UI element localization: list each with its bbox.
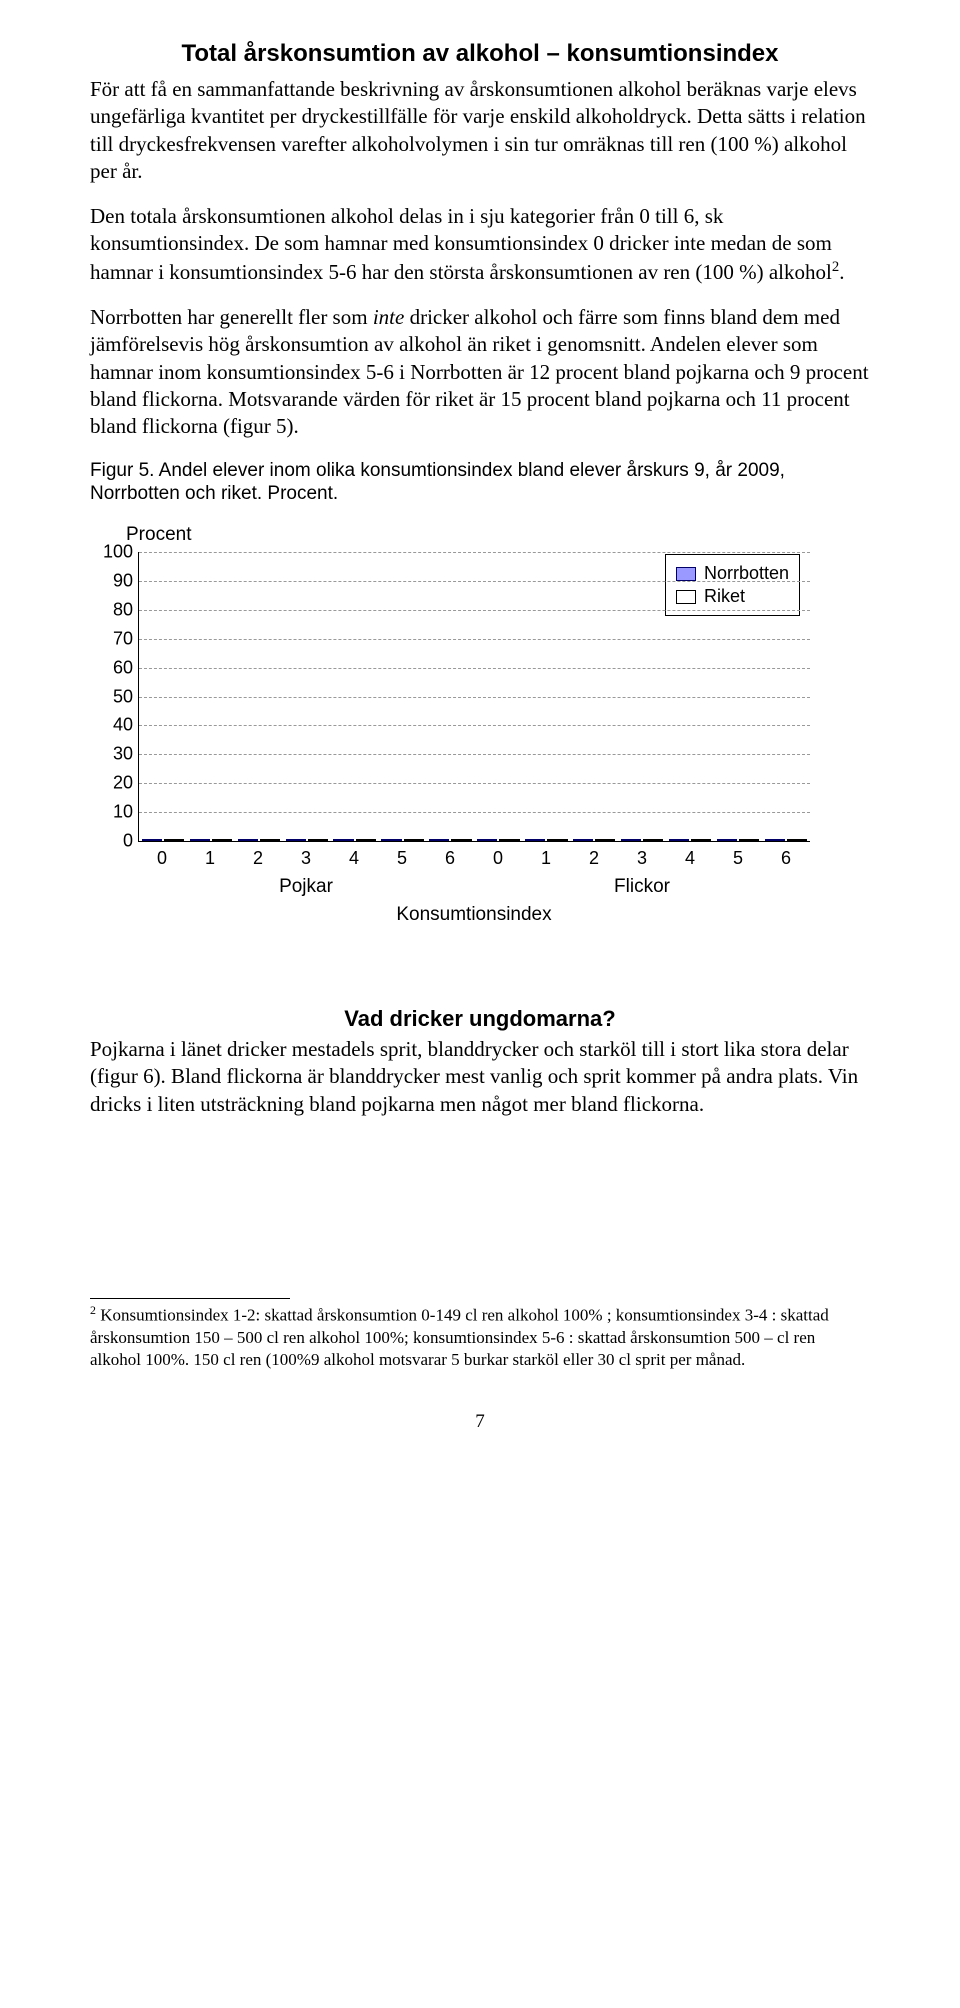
bar-norrbotten: [765, 839, 785, 841]
gridline: [139, 639, 810, 640]
bar-riket: [308, 839, 328, 841]
ytick-label: 100: [93, 542, 139, 563]
figure-caption: Figur 5. Andel elever inom olika konsumt…: [90, 459, 870, 507]
gridline: [139, 754, 810, 755]
xtick-label: 4: [330, 844, 378, 872]
bar-norrbotten: [717, 839, 737, 841]
bar-group: [522, 839, 570, 841]
cat-label-flickor: Flickor: [614, 876, 670, 898]
ytick-label: 70: [93, 628, 139, 649]
bar-norrbotten: [525, 839, 545, 841]
ytick-label: 90: [93, 570, 139, 591]
paragraph-2: Den totala årskonsumtionen alkohol delas…: [90, 203, 870, 286]
xtick-label: 3: [618, 844, 666, 872]
bar-group: [235, 839, 283, 841]
chart-category-labels: Pojkar Flickor: [138, 876, 810, 904]
gridline: [139, 581, 810, 582]
xtick-label: 2: [570, 844, 618, 872]
ytick-label: 60: [93, 657, 139, 678]
ytick-label: 10: [93, 802, 139, 823]
bar-riket: [691, 839, 711, 841]
xtick-label: 5: [378, 844, 426, 872]
bar-group: [139, 839, 187, 841]
bar-group: [187, 839, 235, 841]
bar-group: [283, 839, 331, 841]
bar-group: [331, 839, 379, 841]
bar-norrbotten: [286, 839, 306, 841]
bar-riket: [643, 839, 663, 841]
page-title: Total årskonsumtion av alkohol – konsumt…: [90, 40, 870, 68]
page-number: 7: [90, 1411, 870, 1433]
ytick-label: 50: [93, 686, 139, 707]
subheading: Vad dricker ungdomarna?: [90, 1006, 870, 1032]
bar-group: [379, 839, 427, 841]
bar-norrbotten: [477, 839, 497, 841]
gridline: [139, 783, 810, 784]
ytick-label: 30: [93, 744, 139, 765]
paragraph-1: För att få en sammanfattande beskrivning…: [90, 76, 870, 185]
bar-group: [474, 839, 522, 841]
xtick-label: 1: [186, 844, 234, 872]
paragraph-3a: Norrbotten har generellt fler som: [90, 305, 373, 329]
xtick-label: 6: [762, 844, 810, 872]
cat-label-pojkar: Pojkar: [279, 876, 333, 898]
bar-norrbotten: [573, 839, 593, 841]
xtick-label: 0: [138, 844, 186, 872]
bar-riket: [164, 839, 184, 841]
paragraph-4: Pojkarna i länet dricker mestadels sprit…: [90, 1036, 870, 1118]
footnote-text: 2 Konsumtionsindex 1-2: skattad årskonsu…: [90, 1303, 870, 1371]
bar-norrbotten: [238, 839, 258, 841]
ytick-label: 0: [93, 831, 139, 852]
gridline: [139, 697, 810, 698]
bar-group: [618, 839, 666, 841]
bar-norrbotten: [429, 839, 449, 841]
bar-group: [570, 839, 618, 841]
bar-group: [714, 839, 762, 841]
bar-norrbotten: [142, 839, 162, 841]
gridline: [139, 610, 810, 611]
paragraph-3-italic: inte: [373, 305, 405, 329]
bar-group: [762, 839, 810, 841]
xtick-label: 1: [522, 844, 570, 872]
bar-norrbotten: [333, 839, 353, 841]
ytick-label: 80: [93, 599, 139, 620]
gridline: [139, 812, 810, 813]
bar-norrbotten: [669, 839, 689, 841]
footnote-separator: [90, 1298, 290, 1299]
bar-norrbotten: [381, 839, 401, 841]
bar-chart: Procent Norrbotten Riket 010203040506070…: [90, 524, 870, 926]
xtick-label: 2: [234, 844, 282, 872]
gridline: [139, 725, 810, 726]
paragraph-2b: .: [839, 260, 844, 284]
bar-norrbotten: [621, 839, 641, 841]
bar-riket: [451, 839, 471, 841]
xtick-label: 0: [474, 844, 522, 872]
bar-riket: [499, 839, 519, 841]
xtick-label: 6: [426, 844, 474, 872]
xtick-label: 4: [666, 844, 714, 872]
xtick-label: 3: [282, 844, 330, 872]
paragraph-3: Norrbotten har generellt fler som inte d…: [90, 304, 870, 440]
chart-ylabel: Procent: [126, 524, 870, 546]
bar-riket: [595, 839, 615, 841]
bar-riket: [212, 839, 232, 841]
bar-group: [427, 839, 475, 841]
bar-riket: [739, 839, 759, 841]
chart-x-title: Konsumtionsindex: [138, 904, 810, 926]
bar-riket: [356, 839, 376, 841]
ytick-label: 20: [93, 773, 139, 794]
gridline: [139, 668, 810, 669]
bar-riket: [787, 839, 807, 841]
paragraph-2a: Den totala årskonsumtionen alkohol delas…: [90, 204, 832, 284]
ytick-label: 40: [93, 715, 139, 736]
bar-riket: [260, 839, 280, 841]
bar-riket: [547, 839, 567, 841]
gridline: [139, 552, 810, 553]
footnote-body: Konsumtionsindex 1-2: skattad årskonsumt…: [90, 1306, 829, 1369]
bar-norrbotten: [190, 839, 210, 841]
xtick-label: 5: [714, 844, 762, 872]
bar-group: [666, 839, 714, 841]
bar-riket: [404, 839, 424, 841]
